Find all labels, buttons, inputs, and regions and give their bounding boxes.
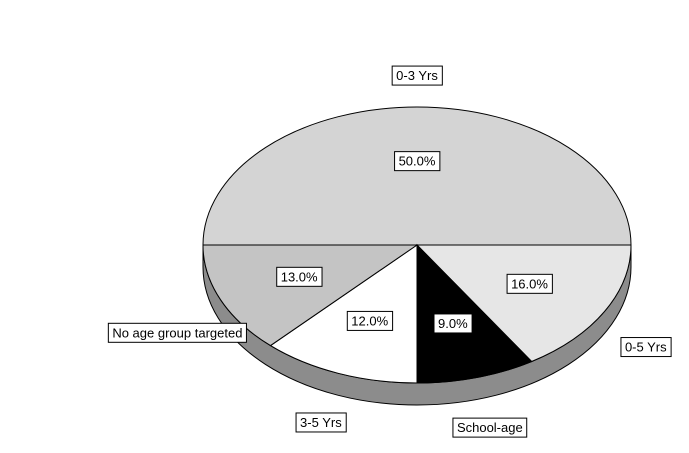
value-label: 50.0% xyxy=(399,154,436,169)
category-label-box xyxy=(295,412,347,433)
value-label: 16.0% xyxy=(511,276,548,291)
category-label: No age group targeted xyxy=(112,325,242,340)
category-label-box xyxy=(620,337,672,358)
value-label-box xyxy=(506,273,553,294)
category-label: 0-3 Yrs xyxy=(396,68,438,83)
value-label: 13.0% xyxy=(281,269,318,284)
value-label-box xyxy=(394,151,441,172)
pie-slice xyxy=(202,106,632,246)
category-label: School-age xyxy=(457,420,523,435)
category-label: 3-5 Yrs xyxy=(300,415,342,430)
category-label-box xyxy=(391,65,443,86)
value-label: 12.0% xyxy=(351,313,388,328)
category-label: 0-5 Yrs xyxy=(625,340,667,355)
pie-slice xyxy=(415,244,632,363)
category-label-box xyxy=(107,322,247,343)
value-label: 9.0% xyxy=(438,316,468,331)
category-label-box xyxy=(452,417,528,438)
pie-slice xyxy=(202,244,419,347)
value-label-box xyxy=(433,313,473,334)
value-label-box xyxy=(276,266,323,287)
pie-slice xyxy=(269,244,418,384)
pie-slice xyxy=(416,243,533,384)
value-label-box xyxy=(346,310,394,331)
